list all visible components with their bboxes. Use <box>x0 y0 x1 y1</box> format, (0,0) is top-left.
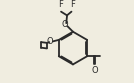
Text: O: O <box>62 20 68 29</box>
Text: F: F <box>58 0 63 9</box>
Text: O: O <box>91 66 98 75</box>
Text: O: O <box>47 37 54 46</box>
Text: F: F <box>70 0 75 9</box>
